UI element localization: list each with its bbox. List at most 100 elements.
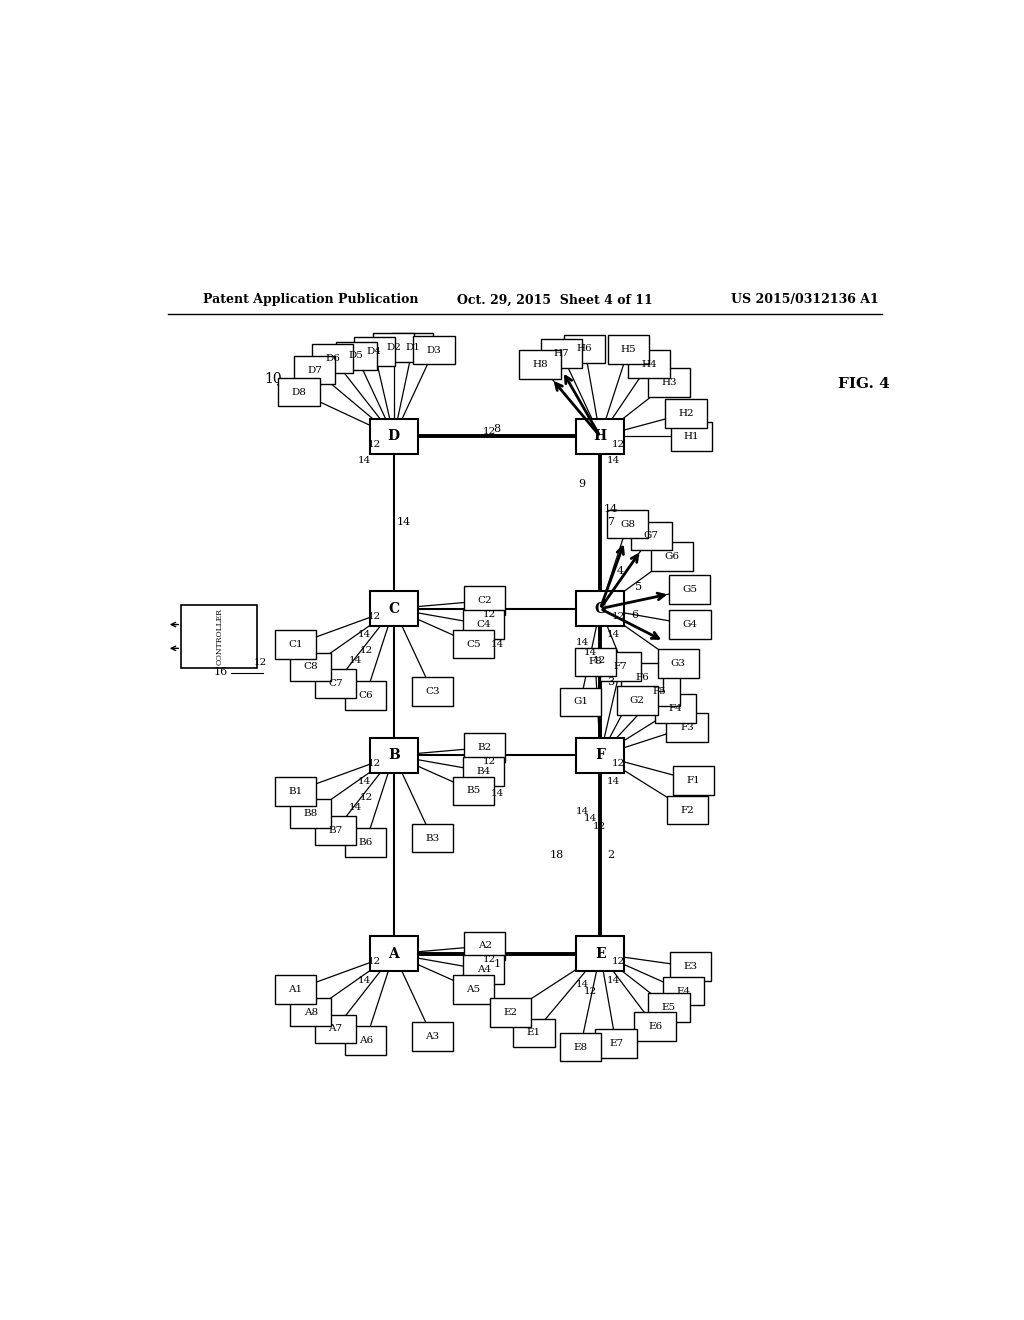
Bar xyxy=(519,350,560,379)
Bar xyxy=(294,356,336,384)
Bar xyxy=(345,1027,386,1055)
Bar xyxy=(274,777,316,805)
Text: G1: G1 xyxy=(572,697,588,706)
Bar xyxy=(651,543,692,570)
Text: CONTROLLER: CONTROLLER xyxy=(215,609,223,665)
Bar xyxy=(577,591,624,626)
Bar xyxy=(541,339,583,368)
Text: C4: C4 xyxy=(476,620,492,630)
Bar xyxy=(600,652,641,681)
Text: 14: 14 xyxy=(607,455,621,465)
Bar xyxy=(616,686,658,715)
Text: 14: 14 xyxy=(607,631,621,639)
Text: 12: 12 xyxy=(368,440,381,449)
Text: F3: F3 xyxy=(680,723,694,731)
Bar xyxy=(670,610,711,639)
Text: 12: 12 xyxy=(482,610,496,619)
Bar xyxy=(629,350,670,379)
Bar xyxy=(667,796,709,825)
Text: C2: C2 xyxy=(477,597,493,605)
Text: 18: 18 xyxy=(550,850,563,859)
Text: G2: G2 xyxy=(630,696,645,705)
Bar xyxy=(392,333,433,362)
Text: G8: G8 xyxy=(621,520,635,528)
Bar xyxy=(577,418,624,454)
Text: 14: 14 xyxy=(603,504,617,515)
Text: 16: 16 xyxy=(214,667,228,677)
Bar xyxy=(639,677,680,706)
Text: C7: C7 xyxy=(328,680,343,688)
Text: F: F xyxy=(595,748,605,763)
Bar xyxy=(314,1015,356,1043)
Text: 12: 12 xyxy=(254,659,267,667)
Text: 6: 6 xyxy=(631,610,638,620)
Bar xyxy=(631,521,672,550)
Bar xyxy=(489,998,531,1027)
Text: H2: H2 xyxy=(678,409,694,418)
Text: G5: G5 xyxy=(682,585,697,594)
Bar xyxy=(622,663,663,692)
Text: F7: F7 xyxy=(613,663,628,671)
Text: 12: 12 xyxy=(584,987,597,997)
Text: D8: D8 xyxy=(292,388,306,397)
Text: 9: 9 xyxy=(579,479,586,490)
Text: 14: 14 xyxy=(348,803,361,812)
Text: A2: A2 xyxy=(478,941,492,950)
Text: D5: D5 xyxy=(349,351,364,360)
Text: F8: F8 xyxy=(589,657,602,667)
Text: F1: F1 xyxy=(687,776,700,785)
Text: C1: C1 xyxy=(288,640,303,649)
Text: E8: E8 xyxy=(573,1043,588,1052)
Text: C: C xyxy=(388,602,399,615)
Bar xyxy=(463,956,505,983)
Text: FIG. 4: FIG. 4 xyxy=(839,378,890,391)
Bar xyxy=(464,586,506,615)
Text: 14: 14 xyxy=(348,656,361,665)
Text: G4: G4 xyxy=(683,620,697,630)
Text: F6: F6 xyxy=(635,672,649,681)
Bar xyxy=(464,733,506,762)
Text: 12: 12 xyxy=(611,440,625,449)
Text: 12: 12 xyxy=(611,759,625,768)
Text: 12: 12 xyxy=(368,612,381,622)
Text: E: E xyxy=(595,946,605,961)
Text: E1: E1 xyxy=(526,1028,541,1038)
Bar xyxy=(666,399,707,428)
Bar xyxy=(274,975,316,1005)
Text: A3: A3 xyxy=(425,1032,439,1041)
Bar xyxy=(414,335,455,364)
Text: E3: E3 xyxy=(683,962,697,972)
Bar xyxy=(412,1022,453,1051)
Bar xyxy=(670,952,712,981)
Text: 14: 14 xyxy=(607,975,621,985)
Bar xyxy=(513,1019,555,1047)
Bar xyxy=(312,345,353,372)
Text: A4: A4 xyxy=(476,965,490,974)
Text: 2: 2 xyxy=(607,850,614,859)
Text: B8: B8 xyxy=(303,809,317,818)
Text: 14: 14 xyxy=(357,975,371,985)
Text: H: H xyxy=(594,429,607,444)
Bar xyxy=(412,677,453,706)
Text: G6: G6 xyxy=(665,552,680,561)
Text: 14: 14 xyxy=(357,631,371,639)
Text: C6: C6 xyxy=(358,690,373,700)
Text: B1: B1 xyxy=(289,787,302,796)
Text: E5: E5 xyxy=(662,1003,676,1012)
Bar xyxy=(279,378,319,407)
Bar xyxy=(667,713,708,742)
Text: G: G xyxy=(594,602,606,615)
Bar xyxy=(314,669,356,698)
Text: F2: F2 xyxy=(681,805,694,814)
Text: C8: C8 xyxy=(303,663,318,672)
Text: D7: D7 xyxy=(307,366,323,375)
Bar xyxy=(574,648,615,676)
Text: E2: E2 xyxy=(503,1007,517,1016)
Text: 14: 14 xyxy=(490,640,504,649)
Text: 5: 5 xyxy=(635,582,642,593)
Text: A: A xyxy=(388,946,399,961)
Bar xyxy=(595,1030,637,1059)
Text: E7: E7 xyxy=(609,1039,623,1048)
Text: H1: H1 xyxy=(684,432,699,441)
Text: D2: D2 xyxy=(386,343,401,352)
